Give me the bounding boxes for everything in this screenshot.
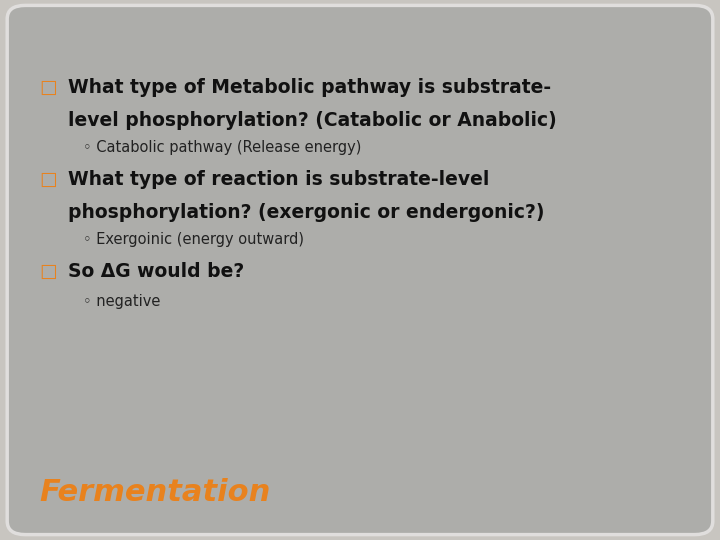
Text: level phosphorylation? (Catabolic or Anabolic): level phosphorylation? (Catabolic or Ana…	[68, 111, 557, 130]
Text: □: □	[40, 78, 58, 97]
Text: □: □	[40, 262, 58, 281]
Text: What type of Metabolic pathway is substrate-: What type of Metabolic pathway is substr…	[68, 78, 552, 97]
Text: Fermentation: Fermentation	[40, 478, 271, 507]
Text: What type of reaction is substrate-level: What type of reaction is substrate-level	[68, 170, 490, 189]
Text: ◦ Exergoinic (energy outward): ◦ Exergoinic (energy outward)	[83, 232, 304, 247]
Text: ◦ negative: ◦ negative	[83, 294, 160, 309]
Text: ◦ Catabolic pathway (Release energy): ◦ Catabolic pathway (Release energy)	[83, 140, 361, 156]
Text: phosphorylation? (exergonic or endergonic?): phosphorylation? (exergonic or endergoni…	[68, 202, 545, 221]
Text: □: □	[40, 170, 58, 189]
Text: So ΔG would be?: So ΔG would be?	[68, 262, 245, 281]
